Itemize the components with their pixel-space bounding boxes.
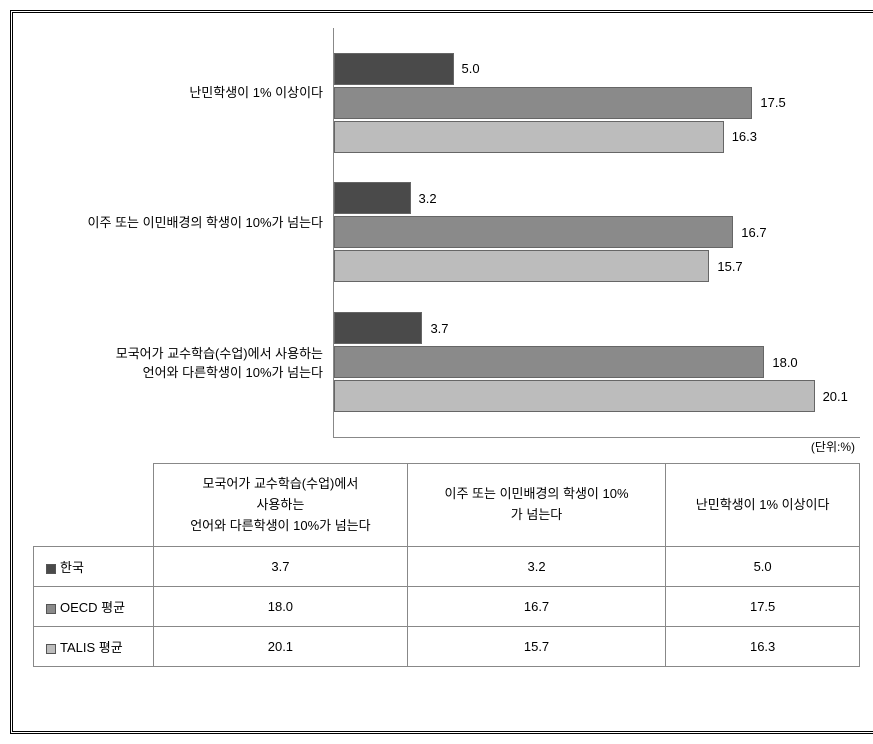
legend-swatch <box>46 644 56 654</box>
bar <box>334 346 764 378</box>
legend-swatch <box>46 604 56 614</box>
category-label: 이주 또는 이민배경의 학생이 10%가 넘는다 <box>33 213 323 233</box>
row-header: TALIS 평균 <box>34 627 154 667</box>
category-label: 모국어가 교수학습(수업)에서 사용하는언어와 다른학생이 10%가 넘는다 <box>33 344 323 383</box>
table-row: OECD 평균18.016.717.5 <box>34 587 860 627</box>
bar-row: 5.0 <box>334 53 860 85</box>
bar-row: 18.0 <box>334 346 860 378</box>
table-head: 모국어가 교수학습(수업)에서사용하는언어와 다른학생이 10%가 넘는다이주 … <box>34 464 860 547</box>
bar-row: 15.7 <box>334 250 860 282</box>
bar <box>334 87 752 119</box>
column-header: 모국어가 교수학습(수업)에서사용하는언어와 다른학생이 10%가 넘는다 <box>154 464 408 547</box>
bar-chart: 난민학생이 1% 이상이다이주 또는 이민배경의 학생이 10%가 넘는다모국어… <box>33 28 860 438</box>
bar <box>334 216 733 248</box>
table-cell: 17.5 <box>666 587 860 627</box>
bar-row: 3.2 <box>334 182 860 214</box>
bar-value: 20.1 <box>823 389 848 404</box>
bar <box>334 121 724 153</box>
category-label: 난민학생이 1% 이상이다 <box>33 83 323 103</box>
bar <box>334 312 422 344</box>
bar-group: 3.2 16.7 15.7 <box>334 182 860 282</box>
bar <box>334 250 709 282</box>
table-cell: 5.0 <box>666 547 860 587</box>
table-body: 한국3.73.25.0OECD 평균18.016.717.5TALIS 평균20… <box>34 547 860 667</box>
bar <box>334 182 411 214</box>
table-cell: 15.7 <box>407 627 665 667</box>
chart-frame: 난민학생이 1% 이상이다이주 또는 이민배경의 학생이 10%가 넘는다모국어… <box>10 10 873 734</box>
table-cell: 3.2 <box>407 547 665 587</box>
bar-value: 15.7 <box>717 259 742 274</box>
bar-value: 16.3 <box>732 129 757 144</box>
bar-row: 16.3 <box>334 121 860 153</box>
bar <box>334 53 454 85</box>
bar-row: 3.7 <box>334 312 860 344</box>
table-corner <box>34 464 154 547</box>
bar-value: 18.0 <box>772 355 797 370</box>
bar-value: 3.2 <box>419 191 437 206</box>
row-header: 한국 <box>34 547 154 587</box>
table-row: TALIS 평균20.115.716.3 <box>34 627 860 667</box>
data-table: 모국어가 교수학습(수업)에서사용하는언어와 다른학생이 10%가 넘는다이주 … <box>33 463 860 667</box>
bar-group: 5.0 17.5 16.3 <box>334 53 860 153</box>
table-cell: 3.7 <box>154 547 408 587</box>
bar-group: 3.7 18.0 20.1 <box>334 312 860 412</box>
column-header: 난민학생이 1% 이상이다 <box>666 464 860 547</box>
column-header: 이주 또는 이민배경의 학생이 10%가 넘는다 <box>407 464 665 547</box>
legend-swatch <box>46 564 56 574</box>
category-labels: 난민학생이 1% 이상이다이주 또는 이민배경의 학생이 10%가 넘는다모국어… <box>33 28 333 438</box>
table-cell: 16.3 <box>666 627 860 667</box>
table-cell: 20.1 <box>154 627 408 667</box>
bar-value: 3.7 <box>430 321 448 336</box>
table-cell: 16.7 <box>407 587 665 627</box>
table-row: 한국3.73.25.0 <box>34 547 860 587</box>
table-header-row: 모국어가 교수학습(수업)에서사용하는언어와 다른학생이 10%가 넘는다이주 … <box>34 464 860 547</box>
bar-value: 5.0 <box>462 61 480 76</box>
table-cell: 18.0 <box>154 587 408 627</box>
bar-row: 20.1 <box>334 380 860 412</box>
bar-row: 16.7 <box>334 216 860 248</box>
bars-container: 5.017.516.33.216.715.73.718.020.1(단위:%) <box>333 28 860 438</box>
bar <box>334 380 815 412</box>
bar-value: 17.5 <box>760 95 785 110</box>
bar-value: 16.7 <box>741 225 766 240</box>
unit-label: (단위:%) <box>811 438 855 455</box>
bar-row: 17.5 <box>334 87 860 119</box>
row-header: OECD 평균 <box>34 587 154 627</box>
